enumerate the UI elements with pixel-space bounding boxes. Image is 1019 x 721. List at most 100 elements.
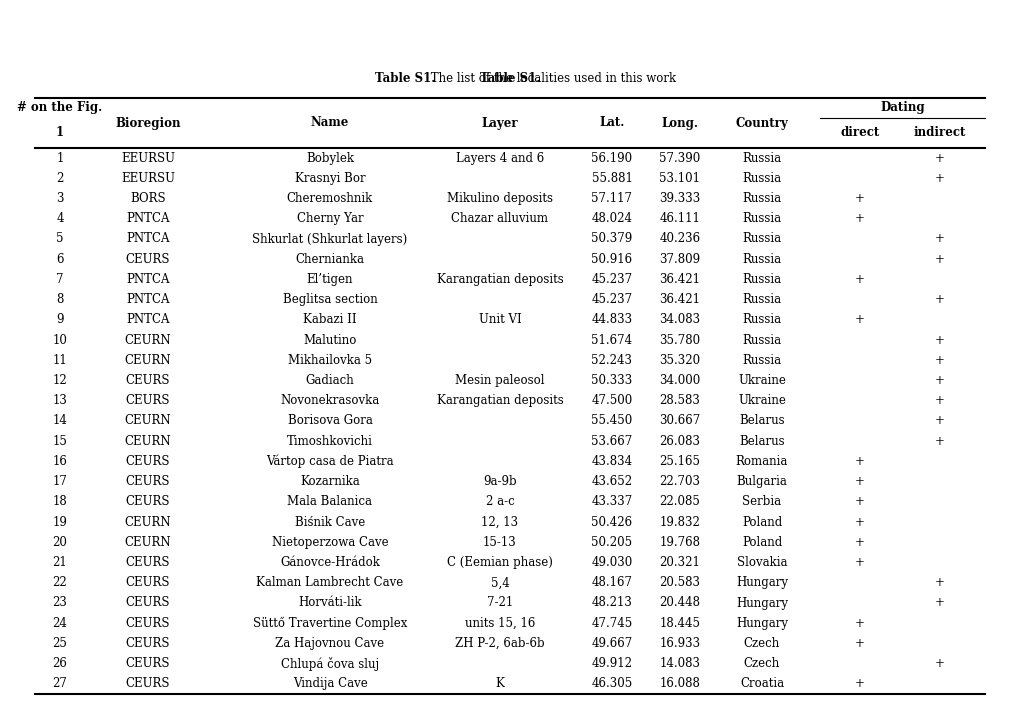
- Text: Gadiach: Gadiach: [306, 374, 354, 387]
- Text: 15-13: 15-13: [483, 536, 517, 549]
- Text: Croatia: Croatia: [739, 678, 784, 691]
- Text: PNTCA: PNTCA: [126, 273, 169, 286]
- Text: 52.243: 52.243: [591, 354, 632, 367]
- Text: Bioregion: Bioregion: [115, 117, 180, 130]
- Text: 22.703: 22.703: [659, 475, 700, 488]
- Text: 48.024: 48.024: [591, 212, 632, 225]
- Text: 26: 26: [53, 657, 67, 670]
- Text: direct: direct: [840, 126, 878, 139]
- Text: Table S1.: Table S1.: [479, 71, 540, 84]
- Text: 47.500: 47.500: [591, 394, 632, 407]
- Text: 16: 16: [53, 455, 67, 468]
- Text: 28.583: 28.583: [659, 394, 700, 407]
- Text: 23: 23: [53, 596, 67, 609]
- Text: CEURS: CEURS: [125, 394, 170, 407]
- Text: +: +: [934, 293, 944, 306]
- Text: +: +: [854, 678, 864, 691]
- Text: 5: 5: [56, 232, 63, 245]
- Text: 14.083: 14.083: [659, 657, 700, 670]
- Text: Cherny Yar: Cherny Yar: [297, 212, 363, 225]
- Text: Za Hajovnou Cave: Za Hajovnou Cave: [275, 637, 384, 650]
- Text: 18: 18: [53, 495, 67, 508]
- Text: Russia: Russia: [742, 253, 781, 266]
- Text: +: +: [934, 374, 944, 387]
- Text: 45.237: 45.237: [591, 293, 632, 306]
- Text: CEURN: CEURN: [124, 415, 171, 428]
- Text: Russia: Russia: [742, 232, 781, 245]
- Text: Unit VI: Unit VI: [478, 314, 521, 327]
- Text: +: +: [854, 516, 864, 528]
- Text: Lat.: Lat.: [599, 117, 624, 130]
- Text: +: +: [854, 495, 864, 508]
- Text: 44.833: 44.833: [591, 314, 632, 327]
- Text: Chernianka: Chernianka: [296, 253, 364, 266]
- Text: +: +: [854, 475, 864, 488]
- Text: 14: 14: [53, 415, 67, 428]
- Text: 1: 1: [56, 126, 64, 139]
- Text: Mikhailovka 5: Mikhailovka 5: [287, 354, 372, 367]
- Text: 57.117: 57.117: [591, 192, 632, 205]
- Text: Vártop casa de Piatra: Vártop casa de Piatra: [266, 455, 393, 468]
- Text: CEURN: CEURN: [124, 536, 171, 549]
- Text: ZH P-2, 6ab-6b: ZH P-2, 6ab-6b: [454, 637, 544, 650]
- Text: 17: 17: [53, 475, 67, 488]
- Text: 9: 9: [56, 314, 63, 327]
- Text: 35.780: 35.780: [659, 334, 700, 347]
- Text: CEURS: CEURS: [125, 678, 170, 691]
- Text: 20.448: 20.448: [659, 596, 700, 609]
- Text: PNTCA: PNTCA: [126, 314, 169, 327]
- Text: 20: 20: [53, 536, 67, 549]
- Text: CEURS: CEURS: [125, 576, 170, 589]
- Text: +: +: [934, 576, 944, 589]
- Text: +: +: [934, 151, 944, 164]
- Text: Russia: Russia: [742, 151, 781, 164]
- Text: 34.083: 34.083: [659, 314, 700, 327]
- Text: # on the Fig.: # on the Fig.: [17, 102, 103, 115]
- Text: +: +: [854, 212, 864, 225]
- Text: CEURS: CEURS: [125, 253, 170, 266]
- Text: Novonekrasovka: Novonekrasovka: [280, 394, 379, 407]
- Text: Russia: Russia: [742, 172, 781, 185]
- Text: PNTCA: PNTCA: [126, 293, 169, 306]
- Text: C (Eemian phase): C (Eemian phase): [446, 556, 552, 569]
- Text: Russia: Russia: [742, 273, 781, 286]
- Text: CEURS: CEURS: [125, 455, 170, 468]
- Text: 43.337: 43.337: [591, 495, 632, 508]
- Text: Serbia: Serbia: [742, 495, 781, 508]
- Text: Malutino: Malutino: [303, 334, 357, 347]
- Text: Kabazi II: Kabazi II: [303, 314, 357, 327]
- Text: Mikulino deposits: Mikulino deposits: [446, 192, 552, 205]
- Text: 35.320: 35.320: [659, 354, 700, 367]
- Text: Mala Balanica: Mala Balanica: [287, 495, 372, 508]
- Text: CEURN: CEURN: [124, 334, 171, 347]
- Text: 43.652: 43.652: [591, 475, 632, 488]
- Text: 50.426: 50.426: [591, 516, 632, 528]
- Text: 6: 6: [56, 253, 63, 266]
- Text: 3: 3: [56, 192, 63, 205]
- Text: Layer: Layer: [481, 117, 518, 130]
- Text: Nietoperzowa Cave: Nietoperzowa Cave: [271, 536, 388, 549]
- Text: 19: 19: [53, 516, 67, 528]
- Text: 1: 1: [56, 151, 63, 164]
- Text: CEURS: CEURS: [125, 616, 170, 629]
- Text: Belarus: Belarus: [739, 415, 784, 428]
- Text: +: +: [934, 435, 944, 448]
- Text: CEURS: CEURS: [125, 596, 170, 609]
- Text: 47.745: 47.745: [591, 616, 632, 629]
- Text: 2 a-c: 2 a-c: [485, 495, 514, 508]
- Text: 8: 8: [56, 293, 63, 306]
- Text: Hungary: Hungary: [736, 616, 788, 629]
- Text: CEURS: CEURS: [125, 475, 170, 488]
- Text: CEURN: CEURN: [124, 435, 171, 448]
- Text: Poland: Poland: [741, 536, 782, 549]
- Text: Russia: Russia: [742, 212, 781, 225]
- Text: CEURN: CEURN: [124, 354, 171, 367]
- Text: Hungary: Hungary: [736, 576, 788, 589]
- Text: PNTCA: PNTCA: [126, 232, 169, 245]
- Text: +: +: [854, 314, 864, 327]
- Text: The list of the localities used in this work: The list of the localities used in this …: [427, 71, 676, 84]
- Text: 49.912: 49.912: [591, 657, 632, 670]
- Text: 53.667: 53.667: [591, 435, 632, 448]
- Text: BORS: BORS: [130, 192, 166, 205]
- Text: Name: Name: [311, 117, 348, 130]
